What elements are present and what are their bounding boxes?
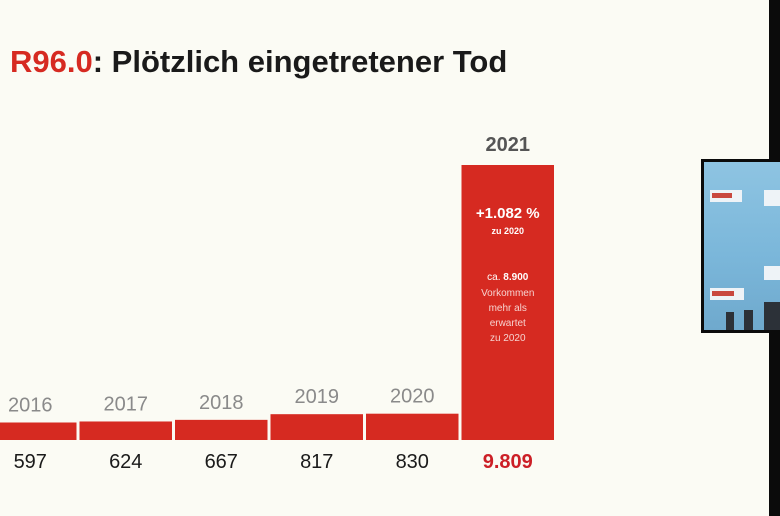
year-label-2019: 2019 xyxy=(295,386,340,408)
video-frame xyxy=(704,162,780,330)
excess-line-2: mehr als xyxy=(489,303,527,314)
year-label-2020: 2020 xyxy=(390,386,435,408)
value-label-2019: 817 xyxy=(300,451,333,473)
value-label-2021: 9.809 xyxy=(483,451,533,473)
title-text: : Plötzlich eingetretener Tod xyxy=(92,44,508,79)
value-label-2017: 624 xyxy=(109,451,142,473)
change-reference: zu 2020 xyxy=(491,226,524,236)
bar-2021 xyxy=(461,165,554,440)
value-label-2016: 597 xyxy=(14,451,47,473)
bar-2019 xyxy=(270,414,363,440)
excess-amount: ca. 8.900 xyxy=(487,272,529,283)
change-percent: +1.082 % xyxy=(476,205,540,222)
webcam-video-thumbnail[interactable] xyxy=(701,159,780,333)
bar-2016 xyxy=(0,422,77,440)
year-label-2021: 2021 xyxy=(486,134,531,156)
bar-2018 xyxy=(175,419,268,440)
bar-2017 xyxy=(79,421,172,440)
excess-line-3: erwartet xyxy=(490,318,526,329)
value-label-2020: 830 xyxy=(396,451,429,473)
year-label-2017: 2017 xyxy=(104,393,149,415)
year-label-2018: 2018 xyxy=(199,392,244,414)
page-title: R96.0: Plötzlich eingetretener Tod xyxy=(10,44,507,80)
bar-2020 xyxy=(366,413,459,440)
year-label-2016: 2016 xyxy=(8,395,53,417)
excess-line-4: zu 2020 xyxy=(490,333,526,344)
excess-line-1: Vorkommen xyxy=(481,288,534,299)
value-label-2018: 667 xyxy=(205,451,238,473)
title-code: R96.0 xyxy=(10,44,93,79)
